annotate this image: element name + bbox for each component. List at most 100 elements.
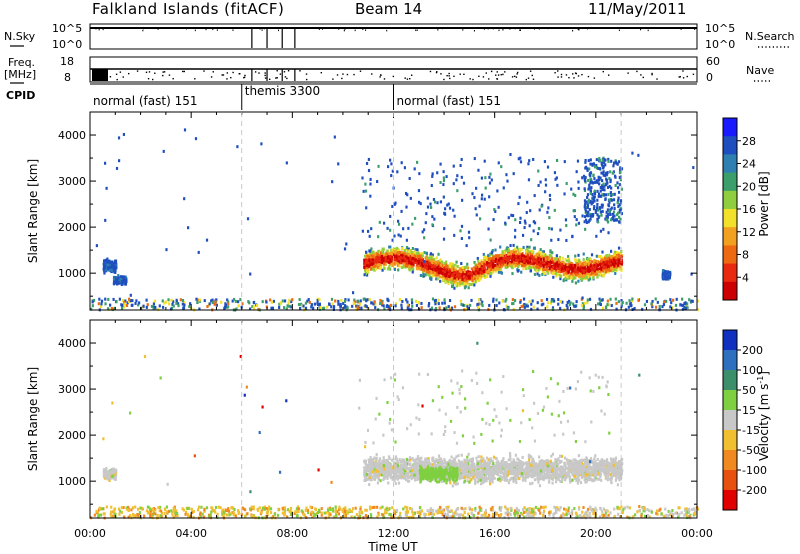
power-cell (528, 300, 531, 304)
power-cell (369, 252, 372, 256)
power-cell (211, 298, 214, 302)
power-colorbar-swatch-7 (723, 245, 737, 265)
power-cell (577, 221, 581, 225)
power-cell (588, 200, 591, 204)
power-cell (526, 265, 529, 269)
power-cell (601, 188, 604, 192)
power-cell (289, 305, 292, 309)
power-cell (418, 254, 421, 258)
power-cell (479, 217, 482, 221)
power-cell (625, 301, 628, 305)
power-cell (569, 301, 572, 305)
nave-dot (516, 73, 518, 75)
power-cell (407, 253, 410, 257)
chart-title: Falkland Islands (fitACF) (92, 0, 284, 18)
power-cell (503, 250, 506, 254)
power-cell (416, 251, 419, 255)
power-cell (589, 217, 592, 221)
power-cell (484, 176, 487, 180)
power-cell (381, 268, 384, 272)
power-cell (427, 302, 431, 306)
power-cell (189, 302, 192, 306)
power-cell (103, 271, 106, 275)
power-cell (312, 306, 315, 310)
power-cell (457, 276, 461, 280)
power-cell (557, 302, 560, 306)
power-cell (510, 250, 513, 254)
nave-dot (513, 75, 516, 78)
power-cell (424, 265, 427, 269)
power-cell (568, 303, 571, 307)
power-cell (519, 299, 522, 303)
power-cell (612, 215, 615, 219)
power-cell (491, 259, 494, 263)
power-cell (436, 201, 439, 205)
power-cell (215, 303, 218, 307)
power-cell (587, 159, 590, 163)
power-cell (378, 253, 381, 257)
noise-dot (498, 29, 500, 32)
nave-dot (527, 77, 530, 79)
power-cell (460, 262, 463, 266)
power-cell (616, 201, 619, 205)
power-cell (560, 264, 564, 268)
power-cell (119, 278, 123, 282)
power-cell (484, 186, 487, 190)
power-cell (674, 303, 678, 307)
velocity-cell (113, 469, 116, 473)
power-cell (445, 265, 448, 269)
nave-dot (682, 70, 684, 72)
power-cell (577, 186, 580, 190)
power-cell (183, 197, 186, 201)
power-cell (589, 158, 592, 162)
power-cell (288, 298, 291, 302)
power-cell (372, 302, 375, 306)
power-cell (448, 299, 452, 303)
power-cell (555, 274, 558, 278)
power-cell (385, 304, 388, 308)
power-cell (363, 273, 366, 277)
nave-dot (531, 74, 533, 77)
power-cell (389, 258, 392, 262)
nave-dot (194, 78, 196, 80)
power-cell (574, 270, 577, 274)
nave-dot (627, 72, 629, 74)
power-cell (487, 269, 490, 273)
power-cell (420, 262, 423, 266)
power-cell (593, 199, 596, 203)
power-cell (552, 275, 555, 279)
power-cell (616, 186, 620, 190)
nave-dot (651, 72, 653, 75)
power-cell (490, 257, 493, 261)
power-cell (340, 298, 343, 302)
power-cell (448, 273, 451, 277)
power-cell (337, 162, 340, 166)
power-cell (521, 264, 524, 268)
power-cell (446, 203, 449, 207)
power-cell (662, 300, 666, 304)
power-cell (606, 303, 609, 307)
power-cell (179, 298, 182, 302)
power-cell (597, 166, 600, 170)
power-cell (123, 300, 126, 304)
noise-dot (212, 28, 214, 31)
power-cell (579, 273, 583, 277)
power-cell (570, 266, 573, 270)
nave-dot (279, 73, 282, 75)
power-colorbar-label-4: 12 (742, 226, 756, 239)
power-cell (610, 206, 613, 210)
power-cell (595, 254, 598, 258)
power-cell (390, 162, 393, 166)
power-cell (489, 260, 492, 264)
power-cell (526, 245, 529, 249)
power-cell (389, 251, 393, 255)
power-cell (602, 170, 605, 174)
power-cell (599, 206, 602, 210)
power-cell (481, 266, 484, 270)
power-cell (540, 262, 543, 266)
power-cell (415, 265, 419, 269)
power-cell (617, 196, 620, 200)
power-cell (442, 170, 445, 174)
power-cell (584, 227, 587, 231)
